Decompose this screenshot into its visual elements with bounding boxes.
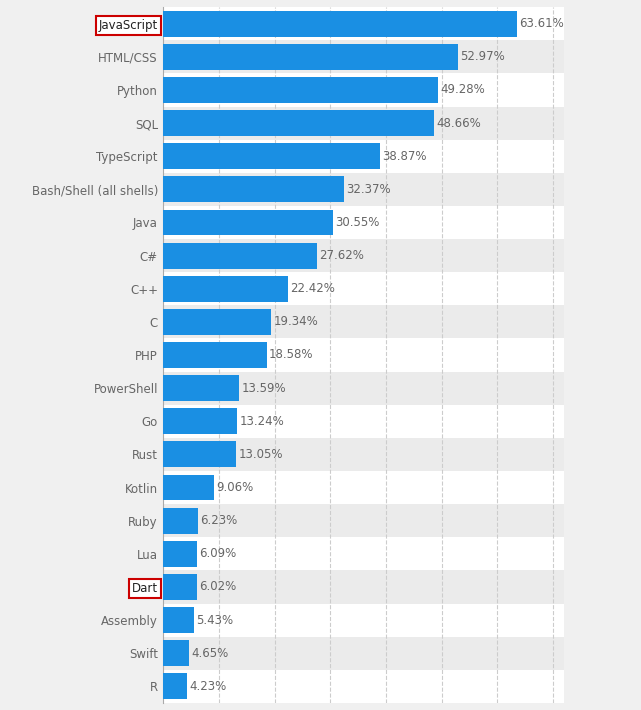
Text: 38.87%: 38.87% xyxy=(382,150,426,163)
Bar xyxy=(163,73,564,106)
Bar xyxy=(163,209,333,236)
Text: 9.06%: 9.06% xyxy=(216,481,253,494)
Bar xyxy=(163,438,564,471)
Text: 27.62%: 27.62% xyxy=(319,249,364,262)
Bar xyxy=(163,640,189,666)
Bar xyxy=(163,375,239,401)
Text: 19.34%: 19.34% xyxy=(273,315,318,328)
Text: 6.23%: 6.23% xyxy=(201,514,238,527)
Bar xyxy=(163,537,564,570)
Text: 32.37%: 32.37% xyxy=(345,183,390,196)
Bar xyxy=(163,471,564,504)
Bar xyxy=(163,305,564,339)
Bar xyxy=(163,173,564,206)
Bar xyxy=(163,40,564,73)
Text: 52.97%: 52.97% xyxy=(460,50,505,63)
Text: 13.24%: 13.24% xyxy=(239,415,284,427)
Bar xyxy=(163,309,271,335)
Text: 6.02%: 6.02% xyxy=(199,581,237,594)
Bar xyxy=(163,607,194,633)
Bar xyxy=(163,371,564,405)
Bar xyxy=(163,405,564,438)
Text: 18.58%: 18.58% xyxy=(269,349,313,361)
Bar xyxy=(163,670,564,703)
Bar xyxy=(163,637,564,670)
Text: 5.43%: 5.43% xyxy=(196,613,233,626)
Text: 13.05%: 13.05% xyxy=(238,448,283,461)
Text: 6.09%: 6.09% xyxy=(199,547,237,560)
Bar xyxy=(163,243,317,268)
Bar xyxy=(163,7,564,40)
Bar xyxy=(163,541,197,567)
Bar xyxy=(163,272,564,305)
Text: 13.59%: 13.59% xyxy=(241,382,286,395)
Bar xyxy=(163,44,458,70)
Bar xyxy=(163,143,379,169)
Bar xyxy=(163,275,288,302)
Bar xyxy=(163,339,564,371)
Bar xyxy=(163,140,564,173)
Bar xyxy=(163,110,434,136)
Bar xyxy=(163,176,344,202)
Text: 49.28%: 49.28% xyxy=(440,84,485,97)
Bar xyxy=(163,408,237,435)
Bar xyxy=(163,574,197,600)
Text: 30.55%: 30.55% xyxy=(336,216,380,229)
Bar xyxy=(163,239,564,272)
Bar xyxy=(163,474,214,501)
Text: 4.23%: 4.23% xyxy=(189,680,226,693)
Text: 4.65%: 4.65% xyxy=(192,647,229,660)
Bar xyxy=(163,604,564,637)
Text: 48.66%: 48.66% xyxy=(437,116,481,129)
Bar xyxy=(163,106,564,140)
Bar xyxy=(163,570,564,604)
Bar xyxy=(163,504,564,537)
Bar xyxy=(163,77,438,103)
Bar xyxy=(163,342,267,368)
Bar xyxy=(163,11,517,37)
Bar xyxy=(163,673,187,699)
Bar xyxy=(163,206,564,239)
Bar xyxy=(163,442,236,467)
Text: 63.61%: 63.61% xyxy=(520,17,564,30)
Text: 22.42%: 22.42% xyxy=(290,283,335,295)
Bar xyxy=(163,508,198,534)
